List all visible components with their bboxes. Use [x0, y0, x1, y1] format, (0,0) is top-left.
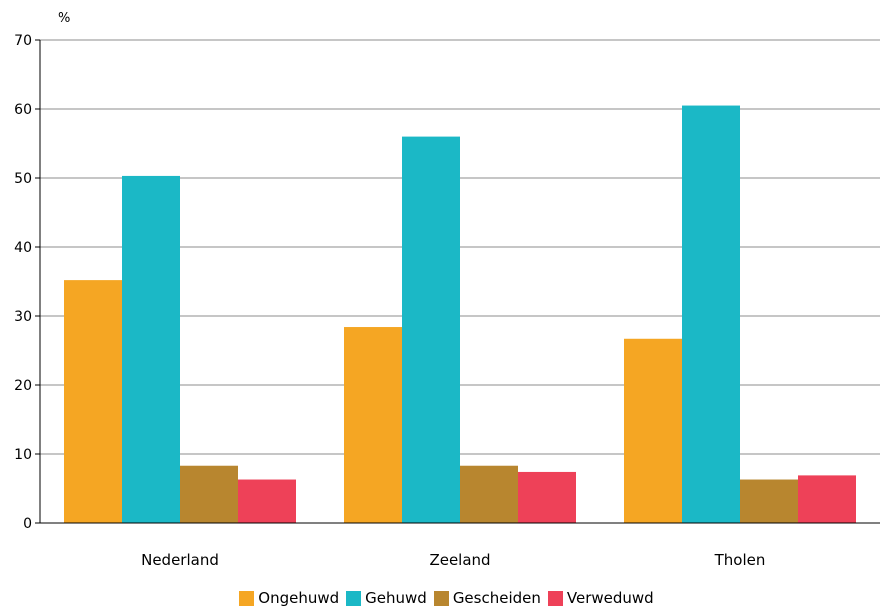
y-tick-label: 0 [23, 516, 32, 532]
y-tick-label: 50 [14, 171, 32, 187]
bar-gehuwd-nederland [122, 175, 180, 523]
bar-ongehuwd-tholen [624, 338, 682, 523]
legend-swatch [433, 590, 449, 606]
legend-label: Gehuwd [365, 589, 427, 607]
legend-label: Gescheiden [452, 589, 541, 607]
bar-ongehuwd-zeeland [344, 327, 402, 523]
legend-item: Gehuwd [346, 589, 427, 607]
legend-label: Ongehuwd [258, 589, 340, 607]
bar-verweduwd-tholen [798, 475, 856, 523]
bar-verweduwd-nederland [238, 479, 296, 523]
bar-gescheiden-zeeland [460, 465, 518, 523]
bar-chart: 0 10 20 30 40 50 60 70 Nederland Zeeland Tholen % [14, 11, 880, 569]
category-label: Nederland [141, 551, 219, 569]
legend: Ongehuwd Gehuwd Gescheiden Verweduwd [0, 587, 893, 609]
bar-verweduwd-zeeland [518, 471, 576, 523]
legend-swatch [239, 590, 255, 606]
bar-gehuwd-tholen [682, 105, 740, 524]
x-category-labels: Nederland Zeeland Tholen [141, 551, 765, 569]
legend-item: Gescheiden [433, 589, 541, 607]
bar-gescheiden-nederland [180, 465, 238, 523]
y-axis-unit-label: % [58, 11, 70, 26]
bar-ongehuwd-nederland [64, 280, 122, 523]
y-tick-label: 70 [14, 33, 32, 49]
category-label: Zeeland [429, 551, 490, 569]
category-label: Tholen [714, 551, 766, 569]
y-tick-label: 60 [14, 102, 32, 118]
bar-gehuwd-zeeland [402, 136, 460, 523]
legend-swatch [547, 590, 563, 606]
y-tick-labels: 0 10 20 30 40 50 60 70 [14, 33, 32, 532]
axes [39, 40, 880, 524]
legend-item: Ongehuwd [239, 589, 339, 607]
y-tick-label: 10 [14, 447, 32, 463]
bars [64, 105, 856, 524]
y-tick-label: 30 [14, 309, 32, 325]
y-tick-label: 20 [14, 378, 32, 394]
y-tick-label: 40 [14, 240, 32, 256]
legend-item: Verweduwd [547, 589, 654, 607]
legend-swatch [346, 590, 362, 606]
bar-gescheiden-tholen [740, 479, 798, 523]
legend-label: Verweduwd [566, 589, 654, 607]
